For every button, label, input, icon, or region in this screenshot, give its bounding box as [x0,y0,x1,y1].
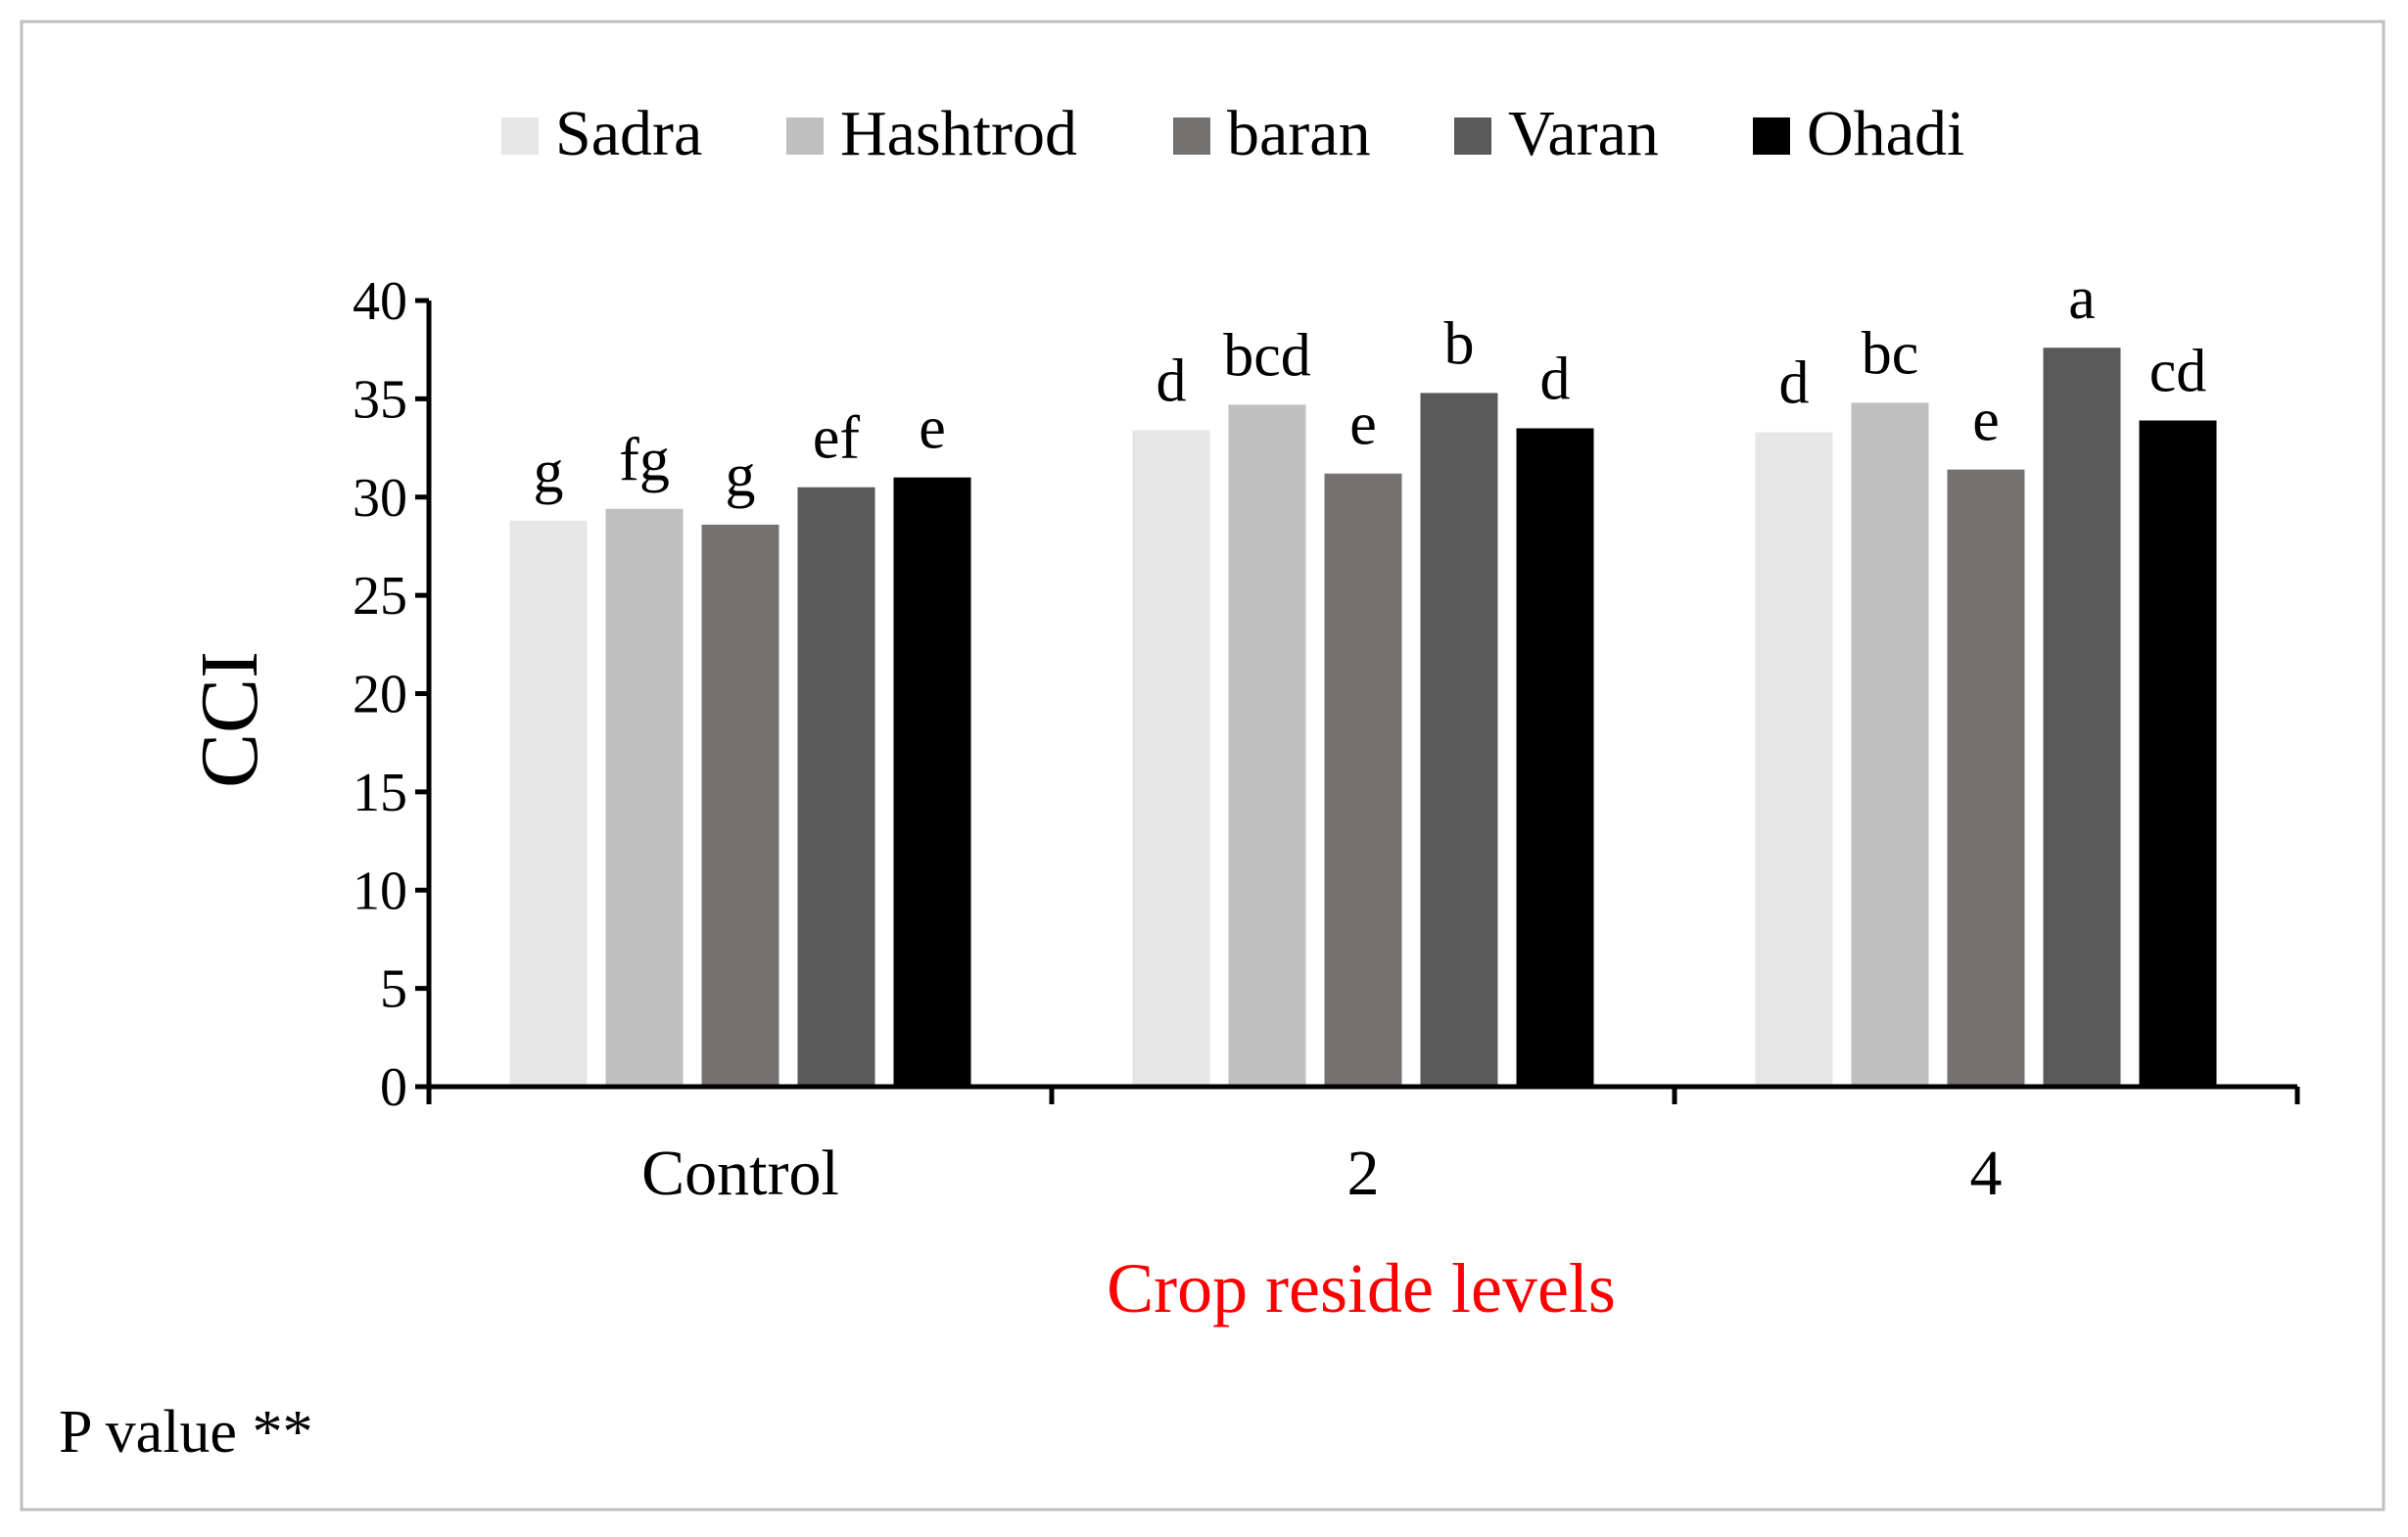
bar-varan-4 [2043,348,2121,1087]
y-tick-label-10: 10 [353,861,407,921]
x-axis-title: Crop reside levels [1107,1249,1616,1327]
y-tick-label-35: 35 [353,369,407,430]
bar-varan-control [797,487,875,1087]
bar-varan-2 [1420,393,1498,1087]
x-axis: Control 2 4 [426,1084,2300,1209]
legend-label-baran: baran [1227,98,1371,169]
sig-letter-varan-4: a [2068,265,2096,332]
legend-swatch-varan [1454,117,1491,155]
sig-letter-hashtrod-control: fg [619,427,670,493]
bar-baran-4 [1947,469,2025,1088]
y-tick-label-20: 20 [353,665,407,725]
legend-label-ohadi: Ohadi [1807,98,1964,169]
x-tick-label-2: 2 [1347,1138,1380,1209]
bar-baran-2 [1324,473,1402,1087]
bar-sadra-2 [1132,430,1210,1087]
y-tick-label-40: 40 [353,271,407,332]
bar-ohadi-2 [1516,428,1594,1087]
chart-frame [20,20,2385,1512]
legend-swatch-sadra [501,117,539,155]
sig-letter-baran-2: e [1349,392,1377,458]
bar-ohadi-4 [2139,420,2217,1087]
sig-letter-baran-control: g [726,442,756,509]
x-tick-label-control: Control [641,1138,839,1209]
sig-letter-varan-2: b [1444,310,1475,377]
legend-swatch-ohadi [1753,117,1790,155]
legend-label-hashtrod: Hashtrod [840,98,1077,169]
sig-letter-ohadi-2: d [1540,347,1571,413]
bars-group [509,348,2217,1088]
p-value-annotation: P value ** [59,1399,312,1466]
bar-sadra-control [509,520,588,1087]
sig-letter-baran-4: e [1972,388,2000,454]
sig-letter-varan-control: ef [813,405,861,472]
sig-letter-sadra-4: d [1779,350,1810,417]
sig-letter-hashtrod-4: bc [1862,320,1919,387]
legend-label-sadra: Sadra [555,98,702,169]
legend-swatch-baran [1173,117,1210,155]
bar-ohadi-control [893,477,971,1087]
y-axis: 0 5 10 15 20 25 30 35 40 [353,271,432,1118]
sig-letter-hashtrod-2: bcd [1223,322,1311,389]
bar-sadra-4 [1755,432,1833,1087]
sig-letter-ohadi-4: cd [2149,339,2207,405]
y-axis-title: CCI [184,651,275,788]
y-tick-label-30: 30 [353,468,407,529]
y-tick-label-5: 5 [380,959,407,1020]
legend-swatch-hashtrod [786,117,824,155]
sig-letter-sadra-2: d [1157,349,1187,415]
bar-baran-control [701,524,779,1087]
bar-hashtrod-control [605,508,684,1087]
sig-letter-ohadi-control: e [919,396,946,462]
bar-hashtrod-4 [1851,402,1929,1087]
y-tick-label-0: 0 [380,1057,407,1118]
bar-hashtrod-2 [1228,404,1306,1087]
sig-letter-sadra-control: g [534,439,564,505]
x-tick-label-4: 4 [1970,1138,2003,1209]
y-tick-label-25: 25 [353,566,407,627]
legend: Sadra Hashtrod baran Varan Ohadi [501,98,1964,169]
y-tick-label-15: 15 [353,763,407,823]
legend-label-varan: Varan [1508,98,1659,169]
